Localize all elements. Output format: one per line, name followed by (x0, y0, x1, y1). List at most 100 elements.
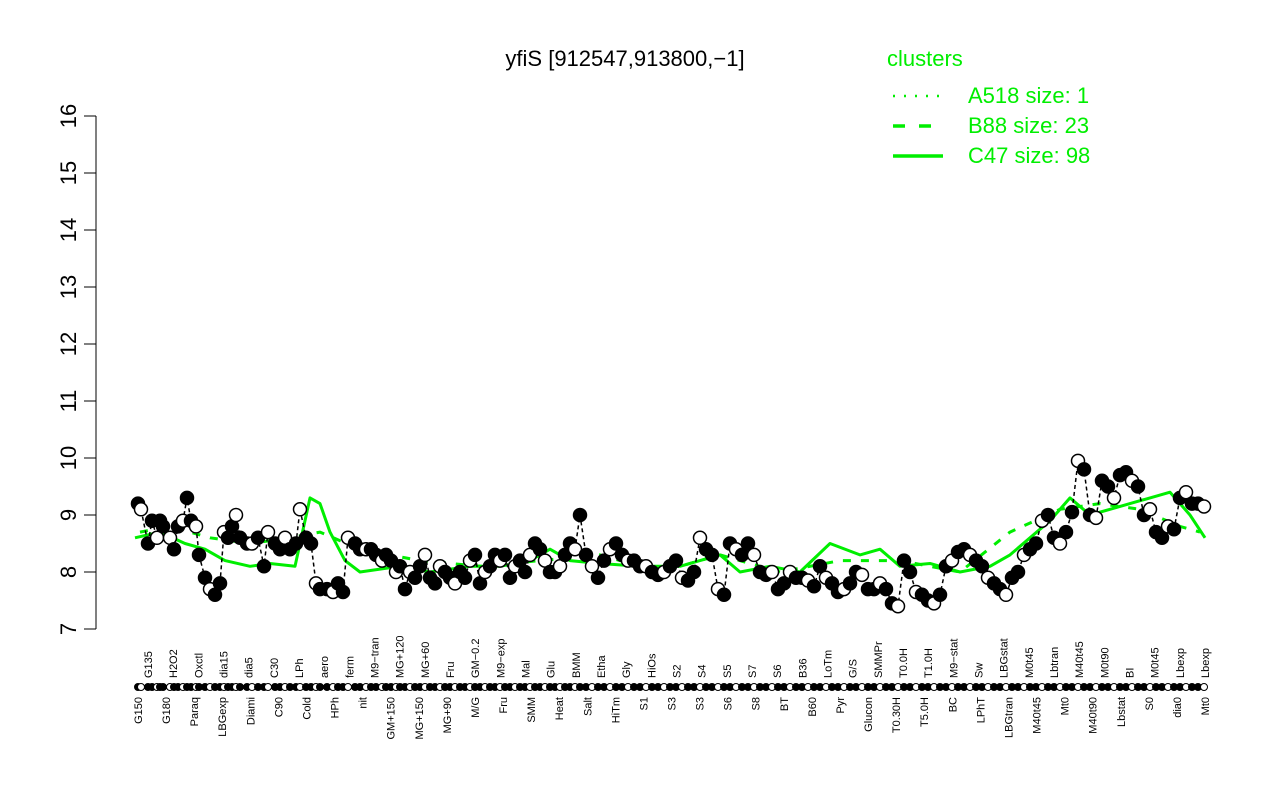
x-tick-label: Heat (554, 697, 566, 720)
data-point (1040, 507, 1056, 523)
data-point (764, 564, 780, 580)
x-tick-label: S8 (751, 697, 763, 710)
y-tick-label: 12 (56, 332, 81, 356)
x-tick-label: LBGstat (999, 638, 1011, 678)
data-point (228, 507, 244, 523)
data-point (1130, 479, 1146, 494)
x-tick-label: S1 (638, 697, 650, 710)
data-point (878, 581, 894, 597)
x-tick-label: S6 (723, 697, 735, 710)
data-point (155, 519, 171, 534)
data-point (686, 564, 702, 580)
x-tick-label: S0 (1144, 697, 1156, 710)
data-point (427, 576, 443, 591)
data-point (397, 581, 413, 597)
data-point (716, 587, 732, 603)
x-tick-label: Diami (245, 697, 257, 725)
rug-mark (344, 683, 352, 691)
data-point (854, 567, 870, 583)
x-tick-label: BT (779, 697, 791, 711)
data-point (1154, 530, 1170, 546)
x-tick-label: GM−0.2 (470, 639, 482, 678)
x-tick-labels-bottom: G150 G180 Paraq LBGexp Diami C90 Cold HPh nit GM+… (133, 697, 1212, 740)
data-point (584, 559, 600, 574)
data-point (335, 584, 351, 600)
x-tick-label: S3 (667, 697, 679, 710)
chart-title: yfiS [912547,913800,−1] (505, 46, 744, 71)
x-tick-label: T5.0H (919, 697, 931, 727)
x-tick-label: Lbstat (1116, 697, 1128, 727)
data-point (1064, 504, 1080, 520)
x-tick-label: B60 (807, 697, 819, 717)
x-tick-label: B36 (797, 658, 809, 678)
expression-points (130, 453, 1212, 614)
x-tick-label: C90 (273, 697, 285, 717)
data-point (902, 564, 918, 580)
data-point (517, 564, 533, 580)
x-tick-label: nit (358, 697, 370, 709)
x-tick-label: Fru (498, 697, 510, 714)
data-point (896, 553, 912, 568)
x-tick-label: HPh (330, 697, 342, 718)
x-tick-label: MG+90 (442, 697, 454, 733)
x-tick-label: T0.30H (891, 697, 903, 733)
x-tick-label: M9−tran (370, 637, 382, 678)
x-tick-label: M9−stat (948, 639, 960, 678)
x-tick-label: Glu (546, 661, 558, 678)
data-point (812, 559, 828, 574)
x-rug-marks (134, 683, 1208, 691)
data-point (260, 524, 276, 540)
x-tick-label: S7 (747, 665, 759, 678)
data-point (1010, 564, 1026, 580)
data-point (212, 576, 228, 591)
x-tick-label: H2O2 (168, 649, 180, 678)
x-tick-label: ferm (344, 656, 356, 678)
x-tick-label: SMM (526, 697, 538, 723)
x-tick-label: T0.0H (898, 648, 910, 678)
rug-mark (1200, 683, 1208, 691)
x-tick-label: Lbtran (1049, 647, 1061, 678)
y-axis: 7 8 9 10 11 12 13 14 15 16 (56, 104, 97, 635)
x-tick-label: Etha (596, 654, 608, 678)
x-tick-label: Lbexp (1175, 648, 1187, 678)
x-tick-label: Salt (582, 697, 594, 716)
x-tick-label: LPh (294, 658, 306, 678)
data-point (417, 547, 433, 563)
x-tick-label: M0t45 (1024, 647, 1036, 678)
data-point (1166, 522, 1182, 537)
data-point (608, 536, 624, 551)
x-tick-label: M0t45 (1150, 647, 1162, 678)
data-point (292, 502, 308, 517)
x-tick-label: M40t90 (1088, 697, 1100, 734)
data-point (974, 559, 990, 574)
legend-title: clusters (887, 46, 963, 71)
data-point (842, 576, 858, 591)
data-point (191, 547, 207, 563)
x-tick-label: S3 (695, 697, 707, 710)
x-tick-label: Paraq (189, 697, 201, 726)
x-tick-label: Glucon (863, 697, 875, 732)
x-tick-label: Cold (301, 697, 313, 720)
x-tick-label: G135 (143, 651, 155, 678)
y-tick-label: 11 (56, 390, 81, 413)
x-tick-label: Sw (974, 663, 986, 678)
y-tick-label: 13 (56, 275, 81, 299)
data-point (179, 490, 195, 506)
data-point (890, 598, 906, 614)
data-point (590, 570, 606, 585)
data-point (1100, 479, 1116, 494)
legend: clusters A518 size: 1 B88 size: 23 C47 s… (887, 46, 1090, 168)
x-tick-label: Fru (445, 662, 457, 679)
x-tick-label: MG+60 (420, 642, 432, 678)
x-tick-label: dia5 (244, 657, 256, 678)
legend-entry-c47: C47 size: 98 (968, 143, 1090, 168)
x-tick-label: M9−exp (495, 639, 507, 678)
data-point (746, 547, 762, 563)
data-point (1058, 524, 1074, 540)
data-point (1106, 490, 1122, 506)
x-tick-label: T1.0H (923, 648, 935, 678)
x-tick-labels-top: G135 H2O2 Oxctl dia15 dia5 C30 LPh aero ferm M9−t… (143, 636, 1212, 679)
y-tick-label: 9 (56, 509, 81, 521)
data-point (133, 502, 149, 517)
x-tick-label: MG+120 (395, 636, 407, 679)
